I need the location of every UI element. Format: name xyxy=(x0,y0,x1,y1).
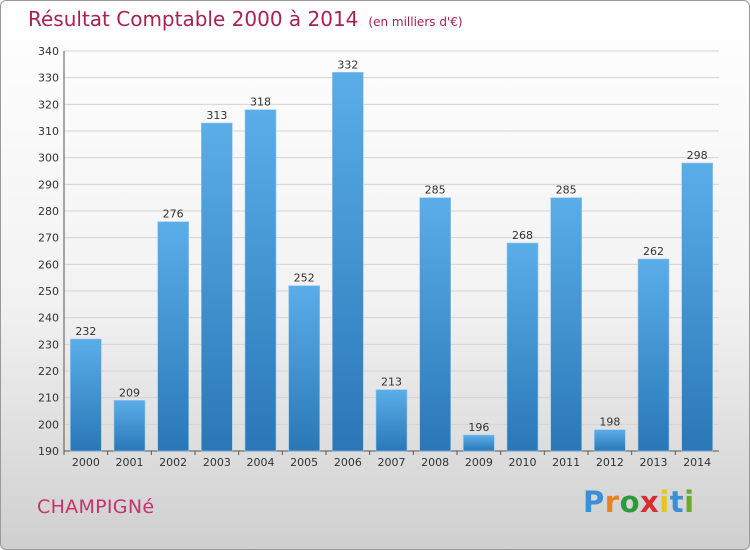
brand-letter: x xyxy=(640,485,660,519)
y-tick-label: 240 xyxy=(38,312,59,325)
bar xyxy=(506,242,539,452)
chart-title-text: Résultat Comptable 2000 à 2014 xyxy=(28,7,359,31)
y-tick-label: 280 xyxy=(38,205,59,218)
chart-title: Résultat Comptable 2000 à 2014 (en millie… xyxy=(28,7,463,31)
y-tick-label: 230 xyxy=(38,338,59,351)
data-label: 332 xyxy=(337,58,358,71)
bar xyxy=(244,109,277,452)
data-label: 313 xyxy=(206,109,227,122)
x-tick-label: 2012 xyxy=(596,456,624,469)
x-tick-label: 2000 xyxy=(72,456,100,469)
brand-letter: t xyxy=(669,485,685,519)
y-tick-label: 260 xyxy=(38,258,59,271)
bar xyxy=(419,197,452,452)
bar xyxy=(331,72,364,452)
chart-unit: (en milliers d'€) xyxy=(368,15,463,29)
bar xyxy=(550,197,583,452)
x-tick-label: 2013 xyxy=(640,456,668,469)
x-tick-label: 2007 xyxy=(378,456,406,469)
bar xyxy=(113,399,146,452)
bar xyxy=(375,389,408,452)
x-tick-label: 2011 xyxy=(552,456,580,469)
bar xyxy=(157,221,189,452)
data-label: 213 xyxy=(381,376,402,389)
y-tick-label: 190 xyxy=(38,445,59,458)
data-label: 232 xyxy=(75,325,96,338)
brand-letter: P xyxy=(583,485,605,519)
y-tick-label: 330 xyxy=(38,72,59,85)
data-label: 262 xyxy=(643,245,664,258)
data-label: 209 xyxy=(119,386,140,399)
brand-letter: i xyxy=(684,485,695,519)
data-label: 252 xyxy=(294,272,315,285)
bar xyxy=(637,258,670,452)
y-tick-label: 200 xyxy=(38,418,59,431)
data-label: 285 xyxy=(425,184,446,197)
x-tick-label: 2005 xyxy=(290,456,318,469)
bar xyxy=(593,429,626,452)
data-label: 318 xyxy=(250,96,271,109)
x-tick-label: 2009 xyxy=(465,456,493,469)
y-tick-label: 290 xyxy=(38,178,59,191)
brand-letter: o xyxy=(619,485,641,519)
axes: 190 200 210 220 230 240 250 260 270 280 290 300 310 3… xyxy=(38,45,719,469)
data-label: 268 xyxy=(512,229,533,242)
x-tick-label: 2001 xyxy=(116,456,144,469)
x-tick-label: 2010 xyxy=(509,456,537,469)
data-label: 196 xyxy=(468,421,489,434)
y-tick-label: 340 xyxy=(38,45,59,58)
bar xyxy=(201,122,233,452)
x-tick-label: 2006 xyxy=(334,456,362,469)
y-tick-label: 310 xyxy=(38,125,59,138)
bar xyxy=(462,434,495,452)
brand-letter: i xyxy=(659,485,670,519)
y-tick-label: 220 xyxy=(38,365,59,378)
y-tick-label: 210 xyxy=(38,392,59,405)
x-tick-label: 2003 xyxy=(203,456,231,469)
bars xyxy=(70,72,714,452)
y-tick-label: 320 xyxy=(38,98,59,111)
x-tick-label: 2014 xyxy=(683,456,711,469)
commune-name: CHAMPIGNé xyxy=(37,496,155,518)
data-label: 198 xyxy=(599,416,620,429)
bar xyxy=(288,285,321,452)
x-tick-label: 2002 xyxy=(159,456,187,469)
brand-letter: r xyxy=(604,485,620,519)
bar xyxy=(70,338,102,452)
y-tick-label: 300 xyxy=(38,152,59,165)
data-labels: 232 209 276 313 318 252 332 213 285 196 268 285 198 2… xyxy=(75,58,707,434)
y-tick-label: 250 xyxy=(38,285,59,298)
data-label: 276 xyxy=(163,208,184,221)
x-tick-label: 2008 xyxy=(421,456,449,469)
y-tick-label: 270 xyxy=(38,232,59,245)
bar xyxy=(681,162,714,452)
x-tick-label: 2004 xyxy=(247,456,275,469)
brand-logo: Proxiti xyxy=(583,485,695,519)
data-label: 298 xyxy=(687,149,708,162)
data-label: 285 xyxy=(556,184,577,197)
